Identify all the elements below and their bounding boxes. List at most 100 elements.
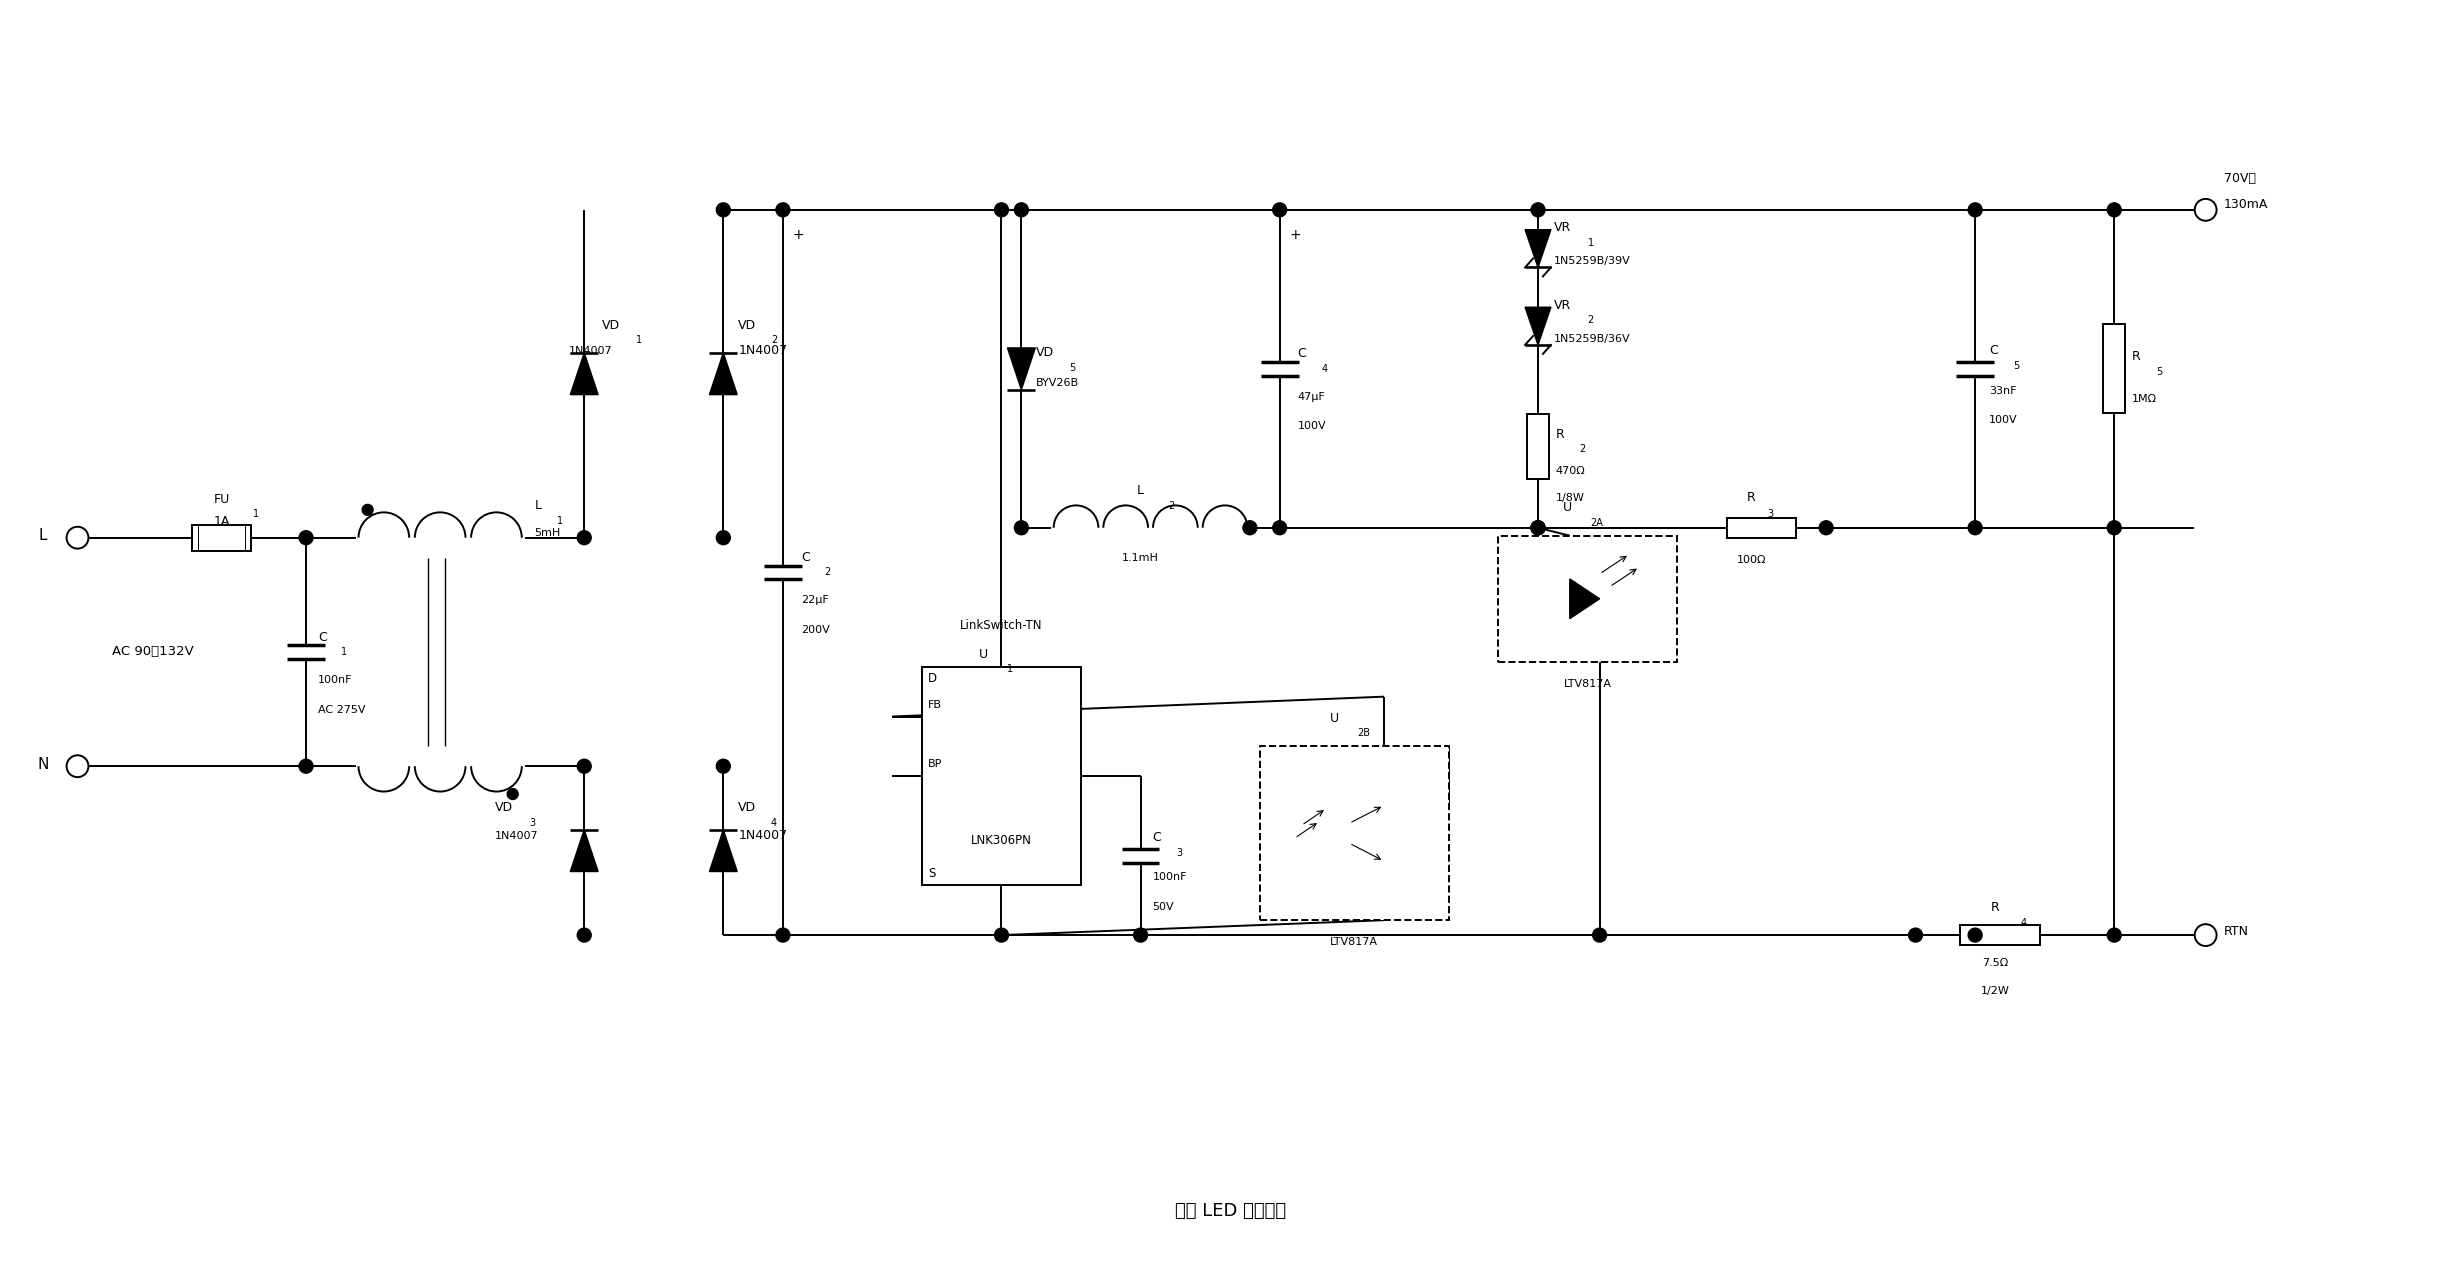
FancyBboxPatch shape: [1261, 746, 1448, 920]
Text: 3: 3: [1768, 508, 1773, 519]
Text: AC 275V: AC 275V: [318, 704, 364, 714]
Text: 1/2W: 1/2W: [1979, 986, 2009, 996]
Text: BYV26B: BYV26B: [1037, 377, 1078, 387]
Circle shape: [2107, 203, 2122, 216]
Circle shape: [1531, 521, 1546, 534]
Circle shape: [995, 928, 1009, 942]
Polygon shape: [571, 830, 598, 871]
Polygon shape: [1524, 308, 1551, 345]
Text: 5: 5: [2014, 360, 2019, 371]
Bar: [1726, 517, 1797, 538]
Text: LTV817A: LTV817A: [1563, 678, 1613, 689]
Text: L: L: [534, 499, 542, 512]
Circle shape: [1273, 203, 1288, 216]
Circle shape: [776, 203, 790, 216]
Text: 200V: 200V: [800, 625, 830, 634]
Text: 1MΩ: 1MΩ: [2132, 394, 2157, 404]
Text: 3: 3: [529, 817, 537, 828]
Circle shape: [2107, 521, 2122, 534]
Polygon shape: [1571, 579, 1600, 619]
Text: VD: VD: [603, 319, 620, 332]
Polygon shape: [1007, 347, 1037, 390]
Text: 1N4007: 1N4007: [569, 346, 613, 356]
Text: 2: 2: [825, 568, 830, 578]
Text: VD: VD: [739, 802, 756, 815]
Bar: [192, 525, 251, 551]
Text: VD: VD: [739, 319, 756, 332]
Circle shape: [1273, 521, 1288, 534]
Text: 2: 2: [771, 335, 778, 345]
Text: L: L: [39, 528, 47, 543]
Text: C: C: [1297, 347, 1307, 360]
Circle shape: [1133, 928, 1147, 942]
Text: U: U: [1329, 712, 1339, 725]
Circle shape: [1819, 521, 1834, 534]
Circle shape: [1967, 203, 1982, 216]
Circle shape: [1908, 928, 1923, 942]
Text: 22μF: 22μF: [800, 596, 830, 605]
Circle shape: [1014, 203, 1029, 216]
Circle shape: [716, 759, 731, 773]
Text: 100nF: 100nF: [1152, 873, 1187, 883]
Circle shape: [1967, 928, 1982, 942]
Text: VR: VR: [1554, 299, 1571, 311]
Text: LTV817A: LTV817A: [1329, 937, 1379, 947]
Text: 1N4007: 1N4007: [739, 829, 788, 842]
Text: 1: 1: [254, 508, 259, 519]
Text: 7.5Ω: 7.5Ω: [1982, 958, 2009, 968]
Text: BP: BP: [928, 759, 943, 770]
Text: 1N4007: 1N4007: [495, 830, 539, 840]
Text: U: U: [1563, 502, 1573, 515]
Text: 1: 1: [556, 516, 564, 526]
Text: 1: 1: [1588, 238, 1593, 247]
Text: 2: 2: [1581, 444, 1586, 454]
Text: 2B: 2B: [1357, 728, 1371, 739]
Text: 4: 4: [771, 817, 778, 828]
Bar: [1526, 414, 1549, 479]
Text: 130mA: 130mA: [2223, 198, 2268, 211]
Text: VR: VR: [1554, 221, 1571, 234]
Text: S: S: [928, 867, 936, 880]
Text: 5mH: 5mH: [534, 528, 561, 538]
Text: 1: 1: [1007, 664, 1012, 674]
Text: 1A: 1A: [214, 515, 229, 528]
Text: 1N5259B/39V: 1N5259B/39V: [1554, 256, 1630, 266]
Text: LNK306PN: LNK306PN: [970, 834, 1032, 847]
Circle shape: [2107, 928, 2122, 942]
Circle shape: [1531, 521, 1546, 534]
Text: 1N5259B/36V: 1N5259B/36V: [1554, 335, 1630, 344]
Text: 5: 5: [1069, 363, 1076, 373]
Text: 470Ω: 470Ω: [1556, 466, 1586, 476]
Text: C: C: [318, 631, 327, 644]
Text: C: C: [1152, 831, 1162, 844]
Circle shape: [298, 530, 313, 544]
Text: RTN: RTN: [2223, 924, 2248, 938]
Circle shape: [1531, 521, 1546, 534]
Text: FU: FU: [214, 493, 229, 507]
Polygon shape: [709, 830, 736, 871]
Text: R: R: [2132, 350, 2142, 363]
Text: N: N: [37, 757, 49, 772]
Text: 高效 LED 驱动电路: 高效 LED 驱动电路: [1174, 1202, 1288, 1220]
Circle shape: [716, 203, 731, 216]
Text: R: R: [1556, 427, 1566, 441]
Text: 2A: 2A: [1590, 517, 1603, 528]
Circle shape: [1967, 521, 1982, 534]
Circle shape: [1593, 928, 1608, 942]
Circle shape: [298, 759, 313, 773]
Text: 1: 1: [635, 335, 643, 345]
Text: R: R: [1748, 492, 1755, 505]
Bar: [2103, 324, 2125, 413]
Text: C: C: [1989, 345, 1997, 358]
Text: AC 90～132V: AC 90～132V: [113, 646, 194, 659]
Text: 2: 2: [1588, 315, 1593, 326]
Text: C: C: [800, 551, 810, 564]
Bar: [921, 667, 1081, 885]
Text: VD: VD: [1037, 346, 1054, 359]
Text: 100nF: 100nF: [318, 674, 352, 685]
Text: 100Ω: 100Ω: [1736, 555, 1765, 565]
FancyBboxPatch shape: [1499, 535, 1677, 662]
Circle shape: [576, 530, 591, 544]
Text: 1N4007: 1N4007: [739, 345, 788, 358]
Text: 5: 5: [2157, 367, 2162, 377]
